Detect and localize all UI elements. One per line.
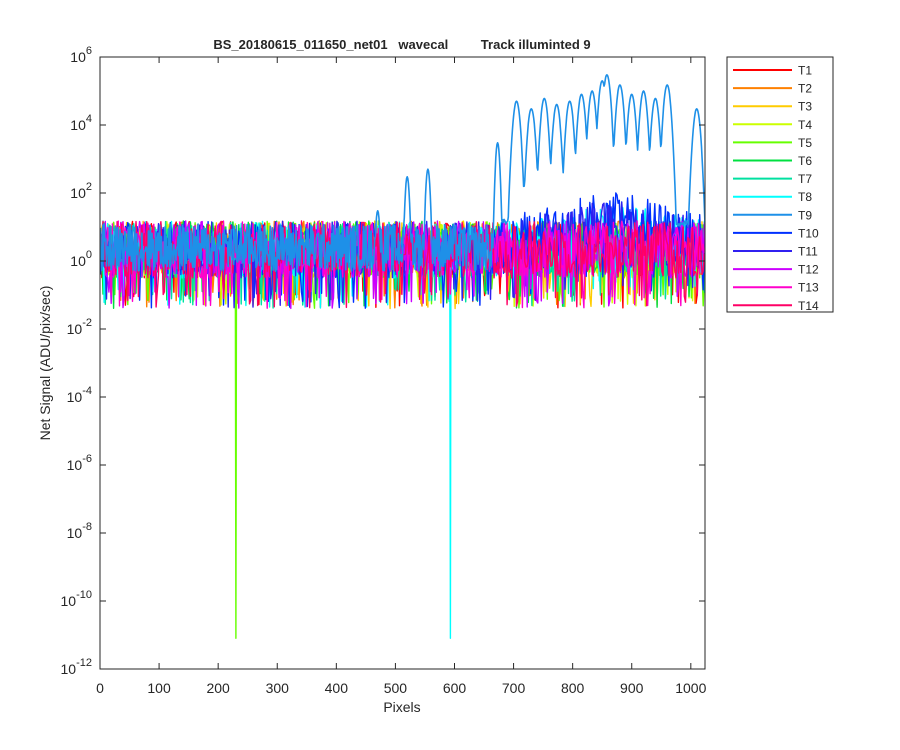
legend-label-t12: T12: [798, 263, 819, 277]
axes-box: [99, 56, 706, 670]
legend-label-t14: T14: [798, 299, 819, 313]
y-tick-label: 10-4: [67, 385, 92, 405]
chart-title: BS_20180615_011650_net01 wavecal Track i…: [213, 37, 590, 52]
axes-background: [100, 57, 705, 669]
y-tick-label: 10-2: [67, 317, 92, 337]
y-tick-label: 106: [70, 45, 92, 65]
x-tick-label: 900: [620, 680, 644, 696]
legend-items: T1 T2 T3 T4 T5 T6 T7 T8 T9 T10 T11 T12 T13 T14: [733, 64, 819, 313]
x-tick-label: 700: [502, 680, 526, 696]
series-layer: [100, 74, 705, 639]
legend-label-t13: T13: [798, 281, 819, 295]
y-tick-label: 10-12: [61, 657, 92, 677]
legend-label-t7: T7: [798, 172, 812, 186]
legend-label-t3: T3: [798, 100, 812, 114]
legend-label-t5: T5: [798, 136, 812, 150]
x-tick-label: 600: [443, 680, 467, 696]
y-axis-label: Net Signal (ADU/pix/sec): [37, 286, 53, 441]
legend-label-t11: T11: [798, 245, 818, 259]
legend-label-t2: T2: [798, 82, 812, 96]
legend-label-t6: T6: [798, 154, 812, 168]
x-tick-label: 800: [561, 680, 585, 696]
y-tick-label: 10-6: [67, 453, 92, 473]
legend-label-t4: T4: [798, 118, 812, 132]
series-line-t9: [100, 74, 705, 272]
x-axis-label: Pixels: [383, 699, 420, 715]
y-tick-label: 100: [70, 249, 92, 269]
legend-label-t9: T9: [798, 208, 812, 222]
y-tick-label: 10-10: [61, 589, 92, 609]
x-tick-label: 400: [325, 680, 349, 696]
x-tick-label: 100: [147, 680, 171, 696]
x-tick-label: 0: [96, 680, 104, 696]
legend-label-t1: T1: [798, 64, 812, 78]
y-tick-label: 104: [70, 113, 92, 133]
x-tick-label: 500: [384, 680, 408, 696]
x-tick-label: 1000: [675, 680, 706, 696]
legend-label-t8: T8: [798, 190, 812, 204]
x-tick-label: 300: [266, 680, 290, 696]
x-tick-label: 200: [206, 680, 230, 696]
legend-label-t10: T10: [798, 226, 819, 240]
ticks-layer: 0 100 200 300 400 500 600 700 800 900 1000 10-12 10-…: [61, 45, 707, 696]
y-tick-label: 102: [70, 181, 92, 201]
legend: T1 T2 T3 T4 T5 T6 T7 T8 T9 T10 T11 T12 T13 T14: [726, 56, 834, 313]
y-tick-label: 10-8: [67, 521, 92, 541]
